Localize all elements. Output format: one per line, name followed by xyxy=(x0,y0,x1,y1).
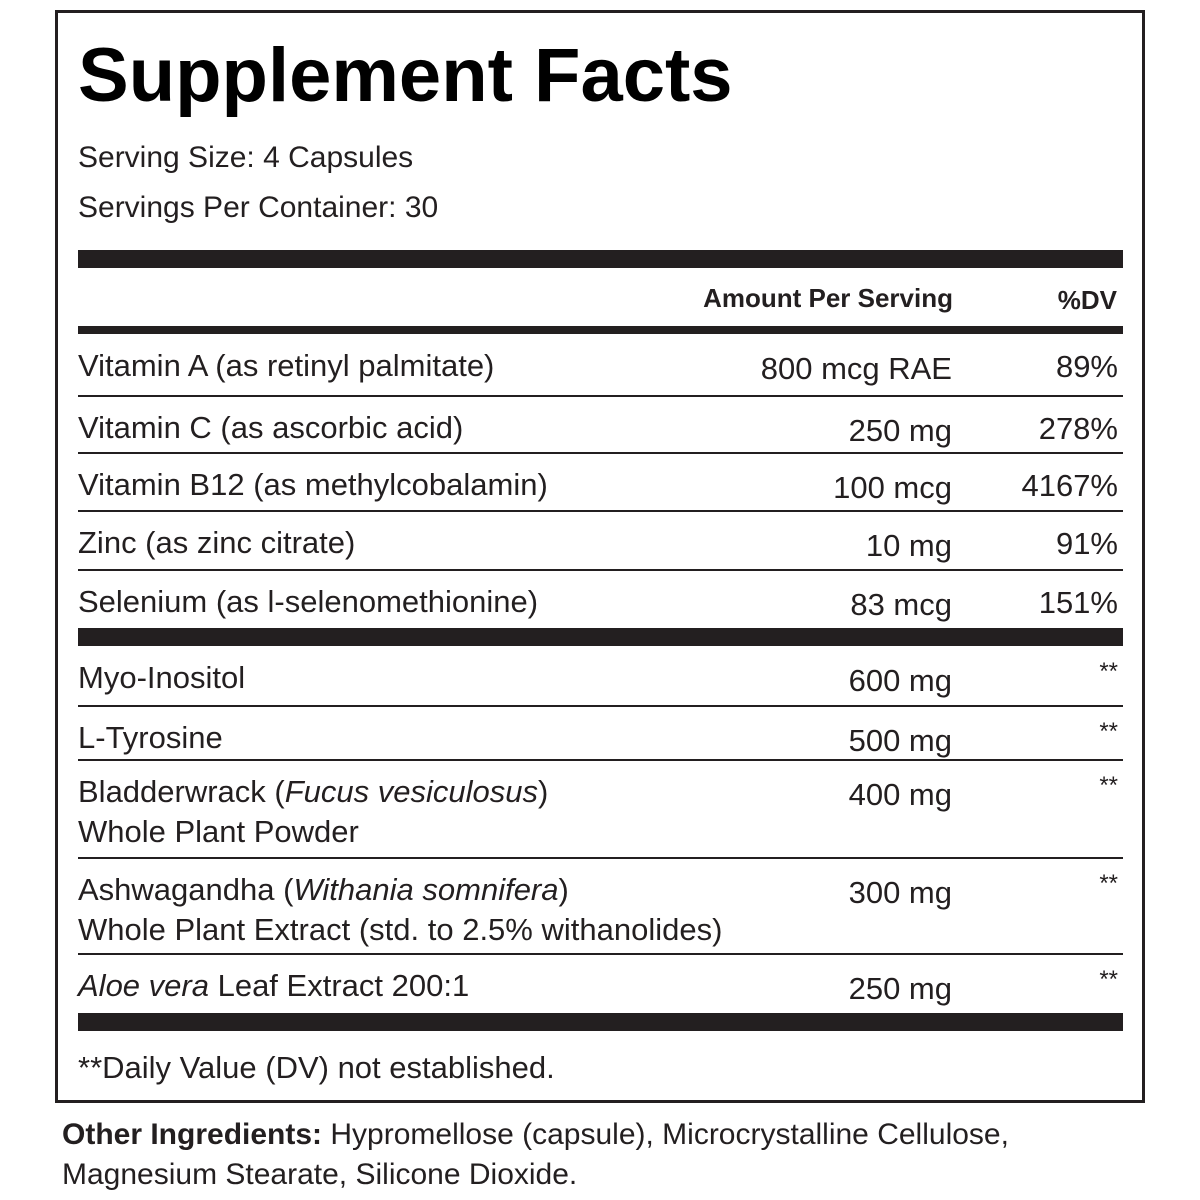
thick-rule xyxy=(78,628,1123,646)
name-part: Myo-Inositol xyxy=(78,660,246,695)
name-part: Bladderwrack ( xyxy=(78,774,285,809)
thin-rule xyxy=(78,705,1123,707)
thin-rule xyxy=(78,452,1123,454)
ingredient-name: Myo-Inositol xyxy=(78,658,245,698)
facts-panel xyxy=(55,10,1145,1103)
thick-rule xyxy=(78,250,1123,268)
amount: 400 mg xyxy=(848,777,952,812)
name-part: Vitamin A (as retinyl palmitate) xyxy=(78,348,495,383)
servings-per-container: Servings Per Container: 30 xyxy=(78,191,439,224)
name-part: Vitamin C (as ascorbic acid) xyxy=(78,410,464,445)
other-ingredients: Other Ingredients: Hypromellose (capsule… xyxy=(62,1115,1172,1195)
name-part: Aloe vera xyxy=(78,968,209,1003)
ingredient-name: Selenium (as l-selenomethionine) xyxy=(78,582,538,622)
name-part: Zinc (as zinc citrate) xyxy=(78,525,356,560)
daily-value: 278% xyxy=(1038,411,1118,446)
name-part: ) xyxy=(538,774,549,809)
thin-rule xyxy=(78,569,1123,571)
name-part: Vitamin B12 (as methylcobalamin) xyxy=(78,467,548,502)
column-header: %DV xyxy=(1057,285,1117,315)
ingredient-name: Vitamin A (as retinyl palmitate) xyxy=(78,346,494,386)
ingredient-name: Vitamin C (as ascorbic acid) xyxy=(78,408,463,448)
amount: 83 mcg xyxy=(850,587,952,622)
amount: 800 mcg RAE xyxy=(760,351,952,386)
thin-rule xyxy=(78,510,1123,512)
other-ingredients-label: Other Ingredients: xyxy=(62,1118,323,1151)
name-part: Whole Plant Extract (std. to 2.5% withan… xyxy=(78,912,723,947)
daily-value: 4167% xyxy=(1021,468,1118,503)
ingredient-name: Zinc (as zinc citrate) xyxy=(78,523,355,563)
amount: 300 mg xyxy=(848,875,952,910)
amount: 250 mg xyxy=(848,971,952,1006)
daily-value: 91% xyxy=(1055,526,1118,561)
amount: 500 mg xyxy=(848,723,952,758)
daily-value: 89% xyxy=(1055,349,1118,384)
thick-rule xyxy=(78,1013,1123,1031)
medium-rule xyxy=(78,326,1123,334)
name-part: Ashwagandha ( xyxy=(78,872,294,907)
name-part: ) xyxy=(558,872,569,907)
serving-size: Serving Size: 4 Capsules xyxy=(78,141,414,174)
name-part: L-Tyrosine xyxy=(78,720,223,755)
name-part: Withania somnifera xyxy=(293,872,559,907)
daily-value: ** xyxy=(1099,658,1118,685)
other-ingredients-text: Hypromellose (capsule), Microcrystalline… xyxy=(62,1118,1009,1191)
column-header: Amount Per Serving xyxy=(703,283,953,313)
ingredient-name: Whole Plant Extract (std. to 2.5% withan… xyxy=(78,910,722,950)
name-part: Whole Plant Powder xyxy=(78,814,359,849)
thin-rule xyxy=(78,759,1123,761)
daily-value: ** xyxy=(1099,870,1118,897)
ingredient-name: Whole Plant Powder xyxy=(78,812,359,852)
ingredient-name: Bladderwrack (Fucus vesiculosus) xyxy=(78,772,548,812)
ingredient-name: L-Tyrosine xyxy=(78,718,223,758)
ingredient-name: Vitamin B12 (as methylcobalamin) xyxy=(78,465,548,505)
name-part: Leaf Extract 200:1 xyxy=(208,968,470,1003)
ingredient-name: Aloe vera Leaf Extract 200:1 xyxy=(78,966,469,1006)
amount: 250 mg xyxy=(848,413,952,448)
daily-value: ** xyxy=(1099,966,1118,993)
ingredient-name: Ashwagandha (Withania somnifera) xyxy=(78,870,569,910)
footnote: **Daily Value (DV) not established. xyxy=(78,1050,555,1085)
thin-rule xyxy=(78,857,1123,859)
amount: 100 mcg xyxy=(833,470,952,505)
title: Supplement Facts xyxy=(78,33,733,118)
amount: 600 mg xyxy=(848,663,952,698)
name-part: Selenium (as l-selenomethionine) xyxy=(78,584,539,619)
thin-rule xyxy=(78,395,1123,397)
daily-value: ** xyxy=(1099,718,1118,745)
daily-value: 151% xyxy=(1038,585,1118,620)
daily-value: ** xyxy=(1099,772,1118,799)
name-part: Fucus vesiculosus xyxy=(284,774,539,809)
amount: 10 mg xyxy=(865,528,952,563)
thin-rule xyxy=(78,953,1123,955)
